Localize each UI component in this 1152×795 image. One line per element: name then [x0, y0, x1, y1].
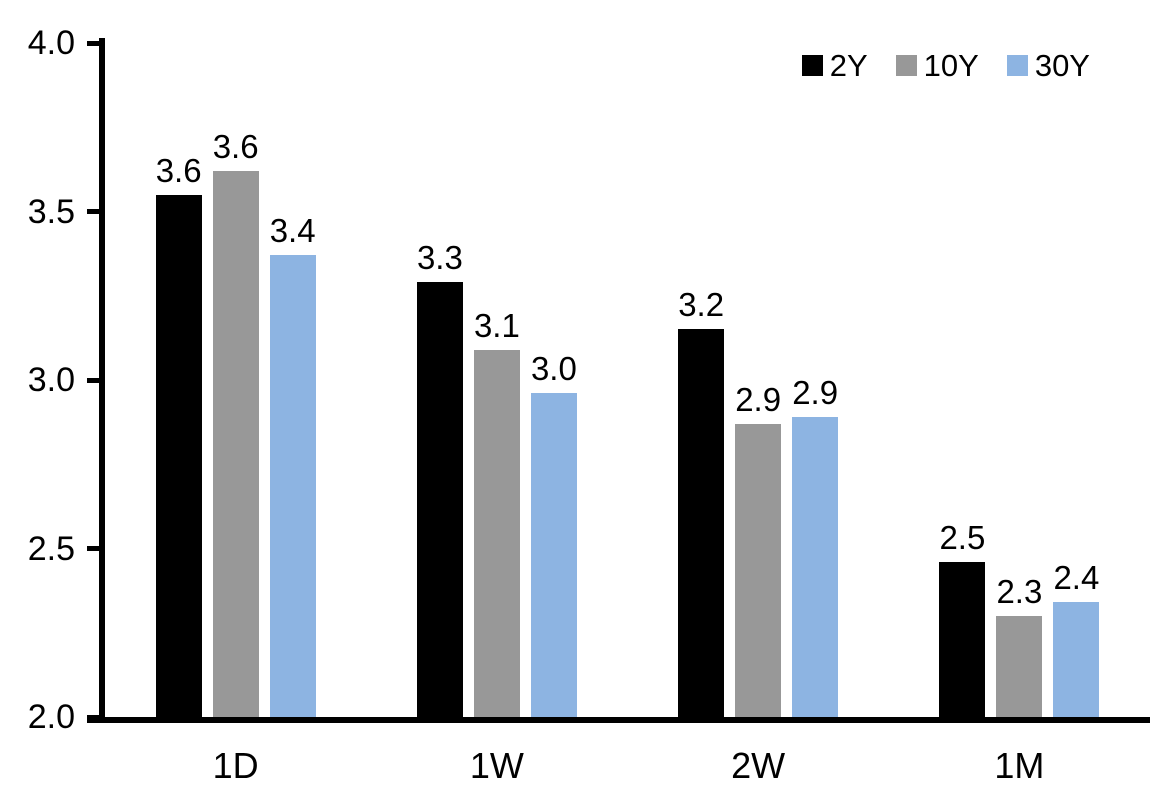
- legend-swatch-10y: [895, 55, 917, 76]
- bar-2y-1w: [416, 282, 463, 717]
- bar-10y-1d: [212, 171, 259, 717]
- legend-label: 2Y: [829, 48, 868, 83]
- y-tick-label: 4.0: [27, 24, 75, 62]
- bar-value-label: 3.6: [155, 151, 202, 189]
- legend-swatch-30y: [1006, 55, 1028, 76]
- legend-label: 10Y: [923, 48, 979, 83]
- bar-30y-1d: [269, 255, 316, 717]
- chart-legend: 2Y 10Y 30Y: [801, 48, 1090, 83]
- legend-item-2y: 2Y: [801, 48, 868, 83]
- legend-swatch-2y: [801, 55, 823, 76]
- y-tick-label: 3.5: [27, 192, 75, 231]
- y-tick-label: 3.0: [27, 361, 75, 399]
- y-tick: [87, 714, 99, 720]
- bar-value-label: 2.3: [996, 572, 1043, 610]
- bar-value-label: 3.6: [212, 128, 259, 166]
- bar-2y-1d: [155, 194, 202, 717]
- bar-2y-2w: [678, 329, 725, 717]
- bar-30y-1m: [1053, 602, 1100, 717]
- bar-value-label: 2.9: [792, 374, 839, 412]
- x-category-label: 1W: [469, 745, 524, 786]
- legend-item-10y: 10Y: [895, 48, 979, 83]
- bar-value-label: 3.0: [530, 350, 577, 388]
- bar-value-label: 2.4: [1053, 559, 1100, 597]
- y-tick-label: 2.0: [27, 698, 75, 736]
- bar-value-label: 2.5: [939, 518, 986, 556]
- bar-value-label: 3.2: [678, 286, 725, 324]
- y-axis-line: [99, 38, 105, 723]
- bar-value-label: 3.4: [269, 212, 316, 250]
- bar-value-label: 2.9: [735, 380, 782, 418]
- bar-30y-1w: [530, 393, 577, 717]
- legend-item-30y: 30Y: [1006, 48, 1090, 83]
- x-category-label: 1M: [994, 745, 1045, 786]
- y-tick: [87, 209, 99, 214]
- y-tick: [87, 546, 99, 551]
- x-category-label: 1D: [212, 745, 259, 786]
- bar-10y-1m: [996, 615, 1043, 717]
- bar-30y-2w: [792, 417, 839, 717]
- bar-2y-1m: [939, 561, 986, 717]
- y-tick-label: 2.5: [27, 529, 75, 568]
- x-category-label: 2W: [731, 745, 786, 786]
- bar-value-label: 3.1: [473, 306, 520, 344]
- x-axis-line: [87, 717, 1150, 723]
- bar-10y-2w: [735, 423, 782, 717]
- legend-label: 30Y: [1034, 48, 1090, 83]
- y-tick: [87, 377, 99, 383]
- bar-value-label: 3.3: [416, 239, 463, 277]
- bar-10y-1w: [473, 349, 520, 717]
- y-tick: [87, 40, 99, 46]
